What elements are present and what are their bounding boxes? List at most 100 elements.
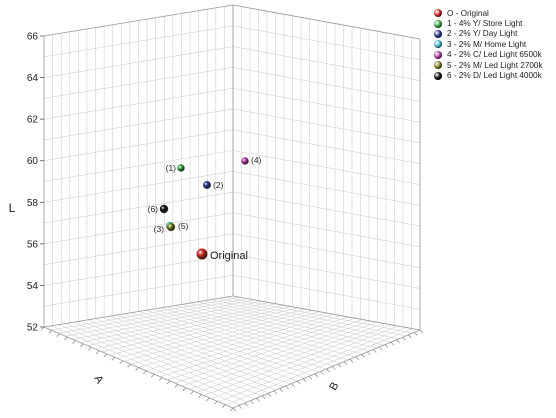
floor-gridline (225, 296, 413, 334)
a-axis-tick (151, 374, 155, 378)
data-point-5 (166, 222, 176, 232)
floor-gridline (174, 305, 363, 355)
data-point-2 (202, 180, 211, 189)
grid-layer (43, 4, 421, 409)
b-axis-tick (232, 407, 237, 412)
box-edge (232, 295, 421, 331)
b-axis-tick (367, 351, 371, 356)
data-point-label-3: (3) (154, 224, 165, 234)
a-axis-tick (143, 370, 147, 375)
floor-gridline (167, 306, 356, 358)
a-axis-tick (182, 387, 186, 391)
floor-gridline (174, 319, 363, 384)
b-axis-tick (297, 380, 301, 385)
legend-item-2: 2 - 2% Y/ Day Light (434, 29, 543, 39)
data-point-label-5: (5) (178, 221, 189, 231)
l-axis-tick-label: 64 (27, 73, 39, 84)
a-axis-tick (174, 384, 179, 388)
b-axis-tick (419, 329, 424, 334)
b-axis-tick (285, 385, 289, 390)
floor-gridline (196, 301, 385, 346)
b-axis-tick (256, 398, 260, 402)
legend-item-6: 6 - 2% D/ Led Light 4000k (434, 70, 543, 80)
legend-item-3: 3 - 2% M/ Home Light (434, 39, 543, 49)
b-axis-tick (373, 349, 377, 353)
b-axis-tick (267, 393, 272, 397)
l-axis-tick-label: 60 (27, 156, 39, 167)
b-axis-tick (396, 339, 400, 343)
a-axis-tick (64, 336, 68, 341)
floor-gridline (189, 302, 377, 349)
floor-gridline (203, 324, 392, 396)
b-axis-tick (302, 378, 307, 382)
box-edge (232, 4, 421, 40)
axis-layer: 52 54 56 58 60 62 64 66 L A B (9, 4, 424, 412)
legend-item-5: 5 - 2% M/ Led Light 2700k (434, 60, 543, 70)
b-axis-tick (273, 390, 278, 395)
floor-gridline (152, 315, 341, 375)
floor-gridline (211, 325, 399, 399)
l-axis-tick-label: 62 (27, 115, 39, 126)
a-axis-tick (103, 353, 108, 358)
a-axis-tick (111, 357, 116, 361)
a-axis-tick (95, 350, 100, 354)
legend-marker-icon (434, 61, 442, 70)
floor-gridline (196, 323, 385, 393)
l-axis-tick-label: 56 (27, 239, 39, 250)
b-axis-tick (378, 346, 383, 351)
b-axis-tick (413, 332, 418, 336)
legend-marker-icon (434, 29, 442, 38)
b-axis-tick (355, 356, 359, 361)
legend-item-0: O - Original (434, 8, 543, 18)
b-axis-tick (279, 388, 283, 392)
floor-gridline (189, 321, 377, 390)
a-axis-tick (221, 404, 226, 408)
a-axis-tick (206, 397, 210, 402)
data-point-label-0: Original (210, 250, 248, 262)
l-axis-tick-label: 58 (27, 198, 39, 209)
legend-label: 2 - 2% Y/ Day Light (447, 29, 518, 39)
floor-gridline (167, 317, 356, 381)
b-axis-label: B (327, 380, 341, 392)
floor-gridline (182, 304, 370, 352)
legend-item-1: 1 - 4% Y/ Store Light (434, 18, 543, 28)
b-axis-tick (326, 368, 330, 373)
b-axis-tick (343, 361, 348, 365)
a-axis-tick (135, 367, 139, 371)
b-axis-tick (314, 373, 319, 378)
a-axis-tick (166, 380, 171, 385)
l-axis-tick-label: 66 (27, 32, 39, 43)
legend-label: 4 - 2% C/ Led Light 6500k (447, 50, 542, 60)
a-axis-tick (158, 377, 163, 381)
a-axis-tick (127, 363, 131, 368)
b-axis-tick (337, 363, 342, 368)
b-axis-tick (262, 395, 266, 400)
a-axis-tick (72, 340, 76, 344)
legend-marker-icon (434, 71, 442, 80)
a-axis-tick (56, 333, 60, 337)
chart-legend: O - Original 1 - 4% Y/ Store Light 2 - 2% … (434, 8, 543, 81)
floor-gridline (203, 300, 392, 343)
a-axis-tick (88, 347, 92, 351)
legend-label: 5 - 2% M/ Led Light 2700k (447, 60, 543, 70)
data-points: Original (1) (2) (3) (4) (5) (6) (148, 155, 262, 262)
floor-gridline (152, 308, 341, 364)
a-axis-tick (48, 330, 53, 334)
data-point-6 (159, 204, 169, 214)
a-axis-tick (229, 407, 234, 412)
legend-label: O - Original (447, 8, 489, 18)
box-edge (43, 295, 234, 328)
legend-marker-icon (434, 40, 442, 49)
floor-gridline (211, 299, 399, 340)
legend-label: 1 - 4% Y/ Store Light (447, 19, 523, 29)
floor-gridline (218, 298, 406, 337)
legend-marker-icon (434, 19, 442, 28)
legend-label: 3 - 2% M/ Home Light (447, 39, 527, 49)
b-axis-tick (244, 402, 248, 407)
legend-marker-icon (434, 50, 442, 59)
legend-label: 6 - 2% D/ Led Light 4000k (447, 71, 542, 81)
floor-gridline (138, 312, 327, 368)
b-axis-tick (238, 405, 243, 409)
floor-gridline (160, 316, 349, 378)
